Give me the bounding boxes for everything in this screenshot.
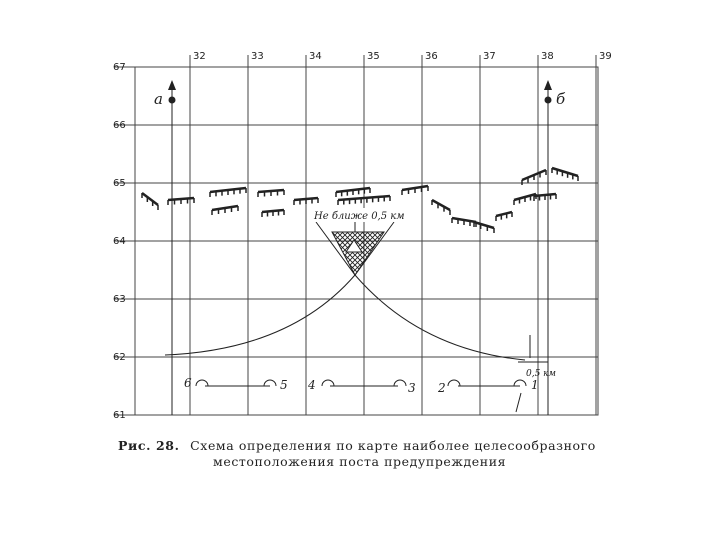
pointer [515,392,522,413]
y-grid-label: 65 [113,178,126,189]
point-b [544,96,552,104]
hatched-zone [331,231,385,276]
x-grid-label: 36 [425,51,438,62]
x-grid-label: 37 [483,51,496,62]
caption: Рис. 28. Схема определения по карте наиб… [118,438,596,453]
post-triangle [345,239,363,253]
point-a [168,96,176,104]
post-number: 4 [307,378,316,392]
trench [551,166,579,178]
post-number: 6 [184,376,192,390]
arrow-head [168,80,176,90]
x-grid-label: 32 [193,51,206,62]
x-grid-label: 35 [367,51,380,62]
trench [337,194,391,202]
x-grid-label: 34 [309,51,322,62]
post-number: 1 [531,378,539,392]
y-grid-label: 64 [113,236,126,247]
caption-number: Рис. 28. [118,438,180,453]
offset-label: 0,5 км [526,369,556,379]
left-curve [164,274,356,356]
min-distance-label: Не ближе 0,5 км [313,211,405,222]
y-grid-label: 62 [113,352,126,363]
y-grid-label: 63 [113,294,126,305]
post-number: 2 [437,381,446,395]
right-curve [354,274,526,361]
trench-line [141,166,579,233]
marker-a: а [154,90,163,108]
caption-line: местоположения поста предупреждения [213,454,506,469]
marker-b: б [556,90,566,108]
trench [141,192,159,206]
caption-line: Схема определения по карте наиболее целе… [190,438,596,453]
x-grid-label: 38 [541,51,554,62]
y-grid-label: 66 [113,120,126,131]
trench [431,198,451,212]
x-grid-label: 33 [251,51,264,62]
y-grid-label: 67 [113,62,126,73]
y-grid-label: 61 [113,410,126,421]
x-grid-label: 39 [599,51,612,62]
post-number: 5 [280,378,288,392]
label-bg [312,208,398,222]
trench [495,210,513,218]
post-links [195,379,527,387]
post-number: 3 [408,381,416,395]
trench [473,220,495,230]
arrow-head [544,80,552,90]
